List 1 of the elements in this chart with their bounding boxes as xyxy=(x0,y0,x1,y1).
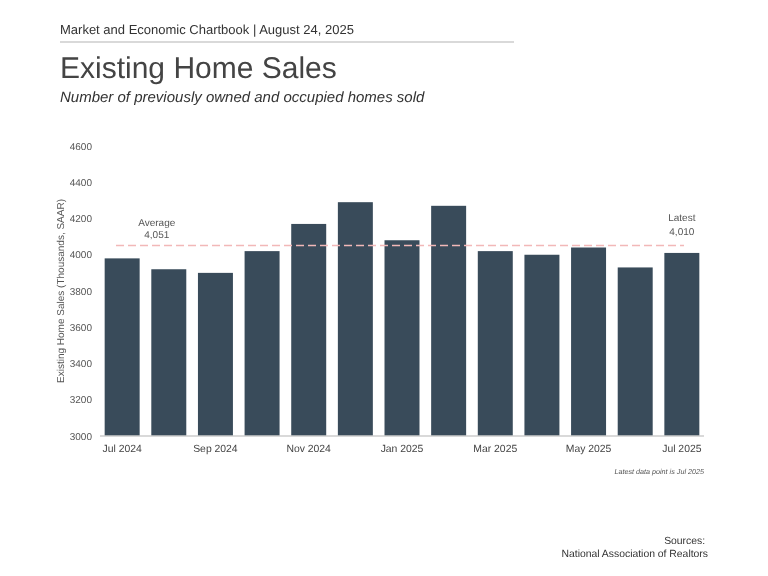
chart-title: Existing Home Sales xyxy=(60,52,337,86)
